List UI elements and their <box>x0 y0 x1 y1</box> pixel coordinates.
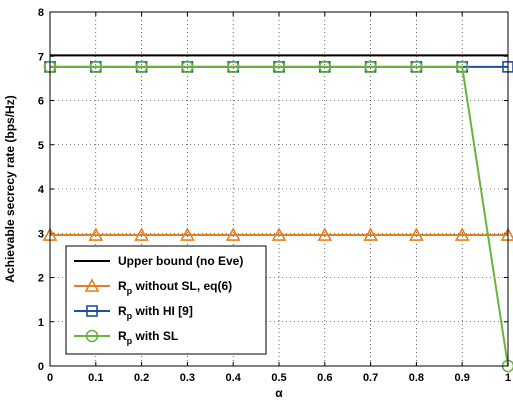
x-tick-label: 0 <box>47 372 53 384</box>
data-point <box>88 227 104 241</box>
legend-marker <box>86 305 98 317</box>
y-tick-label: 1 <box>38 317 44 329</box>
y-tick-label: 8 <box>38 7 44 19</box>
data-point <box>271 227 287 241</box>
x-tick-label: 0.9 <box>455 372 470 384</box>
series-1 <box>42 227 513 241</box>
x-tick-label: 0.7 <box>363 372 378 384</box>
data-point <box>226 60 240 74</box>
ticks: 0 0.1 0.2 0.3 0.4 0.5 0.6 0.7 0.8 0.9 1 0 1 2 3 4 5 6 7 8 <box>38 7 511 384</box>
y-tick-label: 2 <box>38 273 44 285</box>
legend-item: Rp with HI [9] <box>74 304 193 321</box>
data-point <box>181 60 194 74</box>
data-point <box>454 227 470 241</box>
legend-item: Rp with SL <box>74 329 178 346</box>
series-layer <box>42 54 513 373</box>
legend: Upper bound (no Eve) Rp without SL, eq(6)… <box>65 245 267 355</box>
y-tick-label: 6 <box>38 96 44 108</box>
y-tick-label: 5 <box>38 140 44 152</box>
plot-frame <box>49 11 509 367</box>
x-tick-label: 0.5 <box>271 372 286 384</box>
x-tick-label: 0.4 <box>226 372 242 384</box>
x-tick-label: 0.2 <box>134 372 149 384</box>
data-point <box>364 60 377 74</box>
y-tick-label: 7 <box>38 51 44 63</box>
data-point <box>409 227 424 241</box>
data-point <box>272 60 286 74</box>
series-3 <box>43 60 513 373</box>
legend-label: Rp with HI [9] <box>118 304 193 321</box>
x-tick-label: 0.8 <box>409 372 424 384</box>
legend-label: Upper bound (no Eve) <box>118 254 243 268</box>
data-point <box>410 60 423 74</box>
data-point <box>135 60 148 74</box>
legend-marker <box>85 329 99 343</box>
legend-marker <box>84 278 100 292</box>
y-axis-label: Achievable secrecy rate (bps/Hz) <box>3 95 17 282</box>
x-tick-label: 1 <box>505 372 511 384</box>
legend-item: Rp without SL, eq(6) <box>74 278 232 296</box>
data-point <box>134 227 149 241</box>
x-tick-label: 0.1 <box>88 372 103 384</box>
data-point <box>318 60 332 74</box>
data-point <box>180 227 195 241</box>
data-point <box>225 227 241 241</box>
y-tick-label: 3 <box>38 228 44 240</box>
series-line <box>50 65 509 367</box>
data-point <box>455 60 469 74</box>
y-tick-label: 0 <box>38 361 44 373</box>
legend-item: Upper bound (no Eve) <box>74 254 243 268</box>
y-tick-label: 4 <box>38 184 45 196</box>
data-point <box>363 227 378 241</box>
data-point <box>317 227 333 241</box>
data-point <box>89 60 103 74</box>
x-axis-label: α <box>275 386 283 400</box>
x-tick-label: 0.3 <box>180 372 195 384</box>
legend-label: Rp without SL, eq(6) <box>118 279 232 296</box>
x-tick-label: 0.6 <box>317 372 332 384</box>
legend-label: Rp with SL <box>118 329 178 346</box>
